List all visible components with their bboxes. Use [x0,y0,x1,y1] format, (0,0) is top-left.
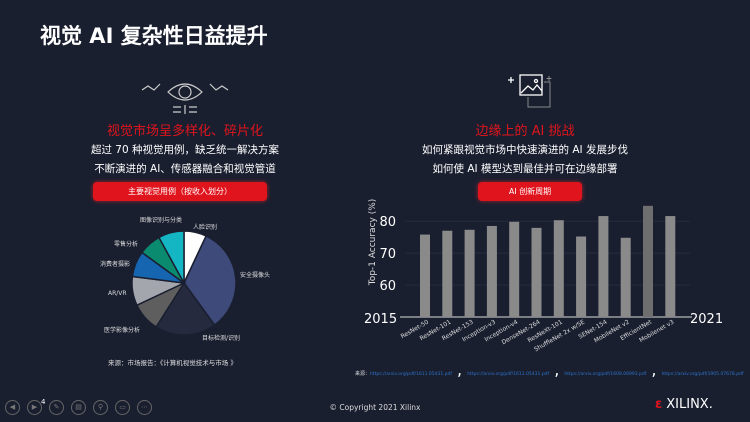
bar-Inception-v3 [486,225,497,317]
pie-label: 安全摄像头 [240,272,271,279]
pie-label: 医学影像分析 [104,327,141,334]
pie-label: 人脸识别 [193,224,218,231]
pie-slice-7 [157,230,185,284]
bar-MobileNet v2 [620,237,631,317]
pie-label: 目标检测/识别 [202,335,241,342]
pie-slice-2 [155,281,216,336]
pen-tool-button[interactable]: ✎ [49,400,64,415]
y-tick-label: 80 [379,215,396,230]
right-heading: 边缘上的 AI 挑战 [475,124,575,139]
copyright: © Copyright 2021 Xilinx [329,403,421,412]
page-number: 4 [41,398,46,406]
bar-ResNeXt-101 [553,220,564,317]
bar-ResNet-153 [464,229,475,317]
bar-ResNet-101 [442,230,453,317]
slides-overview-button[interactable]: ▤ [71,400,86,415]
xilinx-mark-icon: ɛ [655,397,663,412]
bar-Inception-v4 [509,221,520,317]
right-line-1: 如何紧跟视觉市场中快速演进的 AI 发展步伐 [422,144,628,156]
left-heading: 视觉市场呈多样化、碎片化 [106,124,263,139]
paper-link[interactable]: https://arxiv.org/pdf/1608.06993.pdf [564,372,647,377]
pie-slice-1 [183,234,237,327]
image-sparkle-icon [508,74,552,108]
x-start-label: 2015 [364,312,397,327]
bar-EfficientNet [643,205,653,317]
left-line-1: 超过 70 种视觉用例，缺乏统一解决方案 [90,144,280,156]
y-tick-label: 70 [379,247,396,262]
left-line-2: 不断演进的 AI、传感器融合和视觉管道 [94,163,276,175]
next-slide-button[interactable]: ▶ [27,400,42,415]
previous-slide-button[interactable]: ◀ [5,400,20,415]
more-options-button[interactable]: ⋯ [137,400,152,415]
bar-SENet-154 [598,216,609,317]
bar-Mobilenet v3 [665,216,676,317]
paper-link[interactable]: https://arxiv.org/pdf/1611.05431.pdf [467,372,550,377]
pie-label: 零售分析 [114,241,139,248]
y-axis-label: Top-1 Accuracy (%) [368,199,378,287]
xilinx-logo: ɛ XILINX. [655,397,713,412]
use-cases-button[interactable]: 主要视觉用例（按收入划分） [93,182,267,201]
subtitles-button[interactable]: ▭ [115,400,130,415]
left-source: 来源：市场报告：《计算机视觉技术与市场 》 [108,359,237,367]
y-tick-label: 60 [379,279,396,294]
zoom-icon[interactable]: ⚲ [93,400,108,415]
right-line-2: 如何使 AI 模型达到最佳并可在边缘部署 [432,163,618,175]
pie-label: AR/VR [108,290,127,297]
slide-title: 视觉 AI 复杂性日益提升 [40,24,268,48]
paper-link[interactable]: https://arxiv.org/pdf/1611.05431.pdf [370,372,452,377]
paper-link[interactable]: https://arxiv.org/pdf/1905.07678.pdf [661,372,744,377]
eye-network-icon [141,83,229,114]
pie-label: 图像识别与分类 [140,217,183,224]
x-end-label: 2021 [690,312,723,327]
slideshow-controls: ◀ ▶ ✎ ▤ ⚲ ▭ ⋯ [5,400,152,415]
bar-ResNet-50 [420,234,430,317]
pie-label: 消费者摄影 [100,261,131,268]
ai-cycle-button[interactable]: AI 创新周期 [478,182,582,201]
bar-DenseNet-264 [531,227,542,317]
right-source: 来源：https://arxiv.org/pdf/1611.05431.pdf … [355,360,744,379]
bar-ShuffleNet 2x w/SE [576,236,587,317]
